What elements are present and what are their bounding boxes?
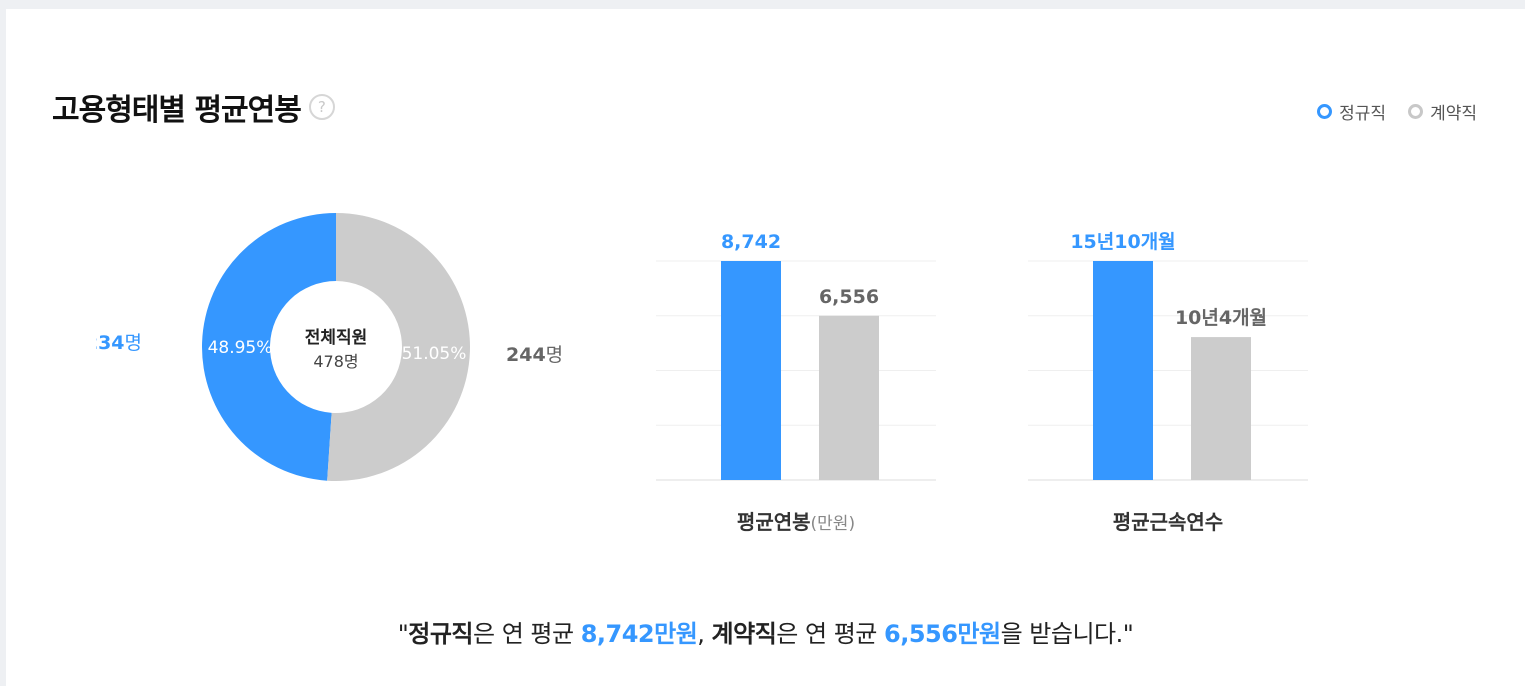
legend-label: 정규직 <box>1339 104 1387 124</box>
summary-contract-amount: 6,556만원 <box>884 620 1001 648</box>
help-icon[interactable]: ? <box>308 94 335 120</box>
tenure-bar-value-label: 10년4개월 <box>1175 307 1267 329</box>
bar-chart-xlabel: 평균근속연수 <box>1113 510 1223 534</box>
xlabel-text: 평균연봉 <box>737 510 811 534</box>
slice-count-contract: 244명 <box>506 344 563 366</box>
legend-label: 계약직 <box>1430 104 1477 124</box>
summary-text: 은 연 평균 <box>776 620 885 648</box>
slice-percent-label-regular: 48.95% <box>208 338 273 358</box>
bar-chart-xlabel: 평균연봉(만원) <box>737 510 855 534</box>
count-unit: 명 <box>125 332 142 354</box>
salary-summary: "정규직은 연 평균 8,742만원, 계약직은 연 평균 6,556만원을 받… <box>6 614 1525 649</box>
donut-center-label: 전체직원 <box>305 328 368 348</box>
summary-comma: , <box>697 620 712 648</box>
salary-bar-value-label: 6,556 <box>819 286 879 308</box>
slice-percent-label-contract: 51.05% <box>402 344 467 364</box>
count-unit: 명 <box>546 344 563 366</box>
tenure-bar-value-label: 15년10개월 <box>1070 231 1175 253</box>
xlabel-unit: (만원) <box>811 514 856 534</box>
tenure-bar-chart: 15년10개월 10년4개월 평균근속연수 <box>1028 231 1308 534</box>
title-text: 고용형태별 평균연봉 <box>52 93 302 128</box>
count-value: 234 <box>96 332 125 354</box>
tenure-bar-regular[interactable] <box>1093 261 1153 480</box>
salary-bar-chart: 8,742 6,556 평균연봉(만원) <box>656 231 936 534</box>
legend-dot-icon <box>1408 104 1424 119</box>
grid-lines <box>656 260 936 481</box>
tenure-bar-contract[interactable] <box>1191 337 1251 480</box>
donut-slice-regular[interactable] <box>201 213 336 481</box>
summary-contract: 계약직 <box>711 620 777 648</box>
legend-item-contract[interactable]: 계약직 <box>1408 99 1477 124</box>
summary-regular-amount: 8,742만원 <box>580 620 698 648</box>
salary-bar-contract[interactable] <box>819 315 879 480</box>
quote-close: " <box>1122 620 1134 648</box>
count-value: 244 <box>506 344 546 366</box>
chart-legend: 정규직 계약직 <box>1317 99 1477 124</box>
summary-text: 을 받습니다. <box>1000 620 1124 648</box>
employee-donut-chart: 전체직원 478명 48.95% 51.05% 234명 244명 <box>96 213 563 481</box>
summary-regular: 정규직 <box>408 620 473 648</box>
legend-dot-icon <box>1317 104 1333 119</box>
legend-item-regular[interactable]: 정규직 <box>1317 99 1386 124</box>
quote-open: " <box>397 620 409 648</box>
summary-text: 은 연 평균 <box>472 620 581 648</box>
donut-slice-contract[interactable] <box>327 213 470 481</box>
page-title: 고용형태별 평균연봉 ? <box>52 85 335 129</box>
donut-center-value: 478명 <box>313 352 358 371</box>
salary-bar-value-label: 8,742 <box>721 231 781 253</box>
slice-count-regular: 234명 <box>96 332 142 354</box>
grid-lines <box>1028 260 1308 481</box>
salary-bar-regular[interactable] <box>721 261 781 480</box>
salary-card: 고용형태별 평균연봉 ? 정규직 계약직 전체직원 478명 48.95% 51… <box>6 9 1525 686</box>
